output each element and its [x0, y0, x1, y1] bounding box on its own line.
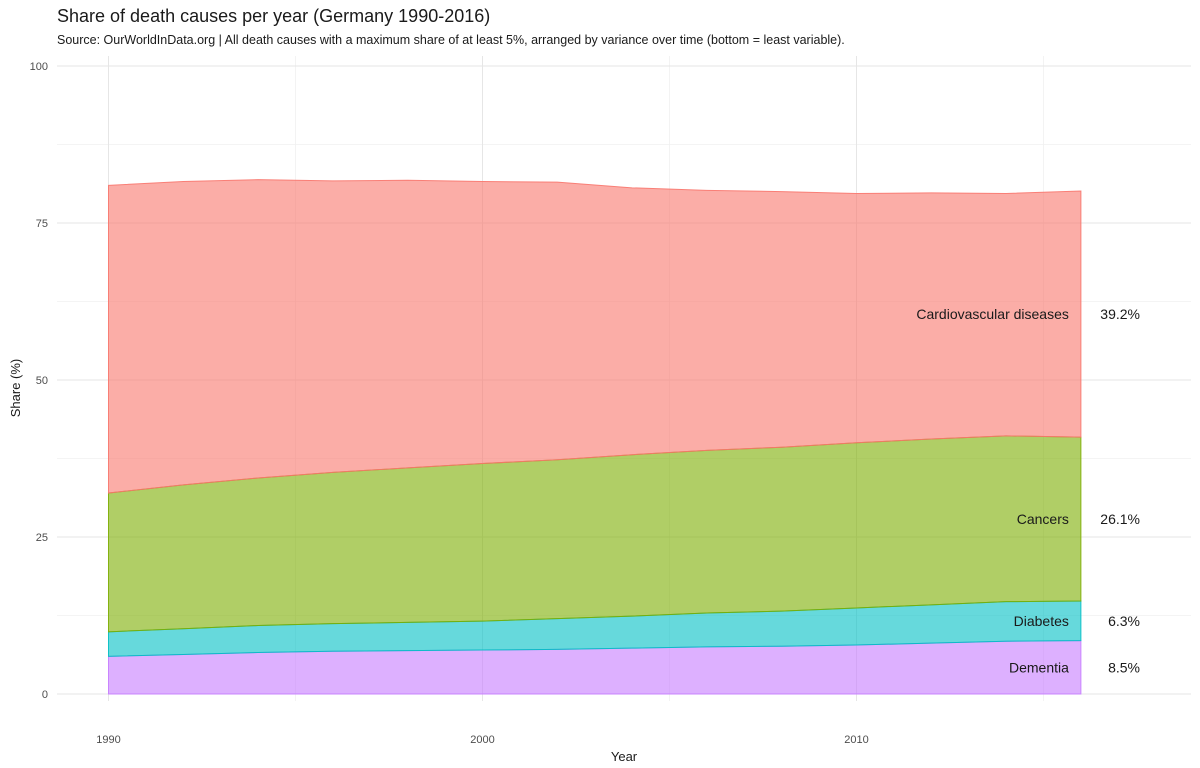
x-tick-label: 2010: [844, 734, 868, 746]
y-tick-label: 75: [36, 218, 48, 230]
series-value-cancers: 26.1%: [1100, 511, 1140, 527]
series-value-diabetes: 6.3%: [1108, 613, 1140, 629]
area-series: [108, 179, 1082, 695]
x-axis-title: Year: [611, 749, 638, 764]
y-tick-label: 50: [36, 375, 48, 387]
area-cardiovascular-diseases: [108, 179, 1082, 494]
series-label-cancers: Cancers: [1017, 511, 1069, 527]
x-axis-ticks: 1990 2000 2010: [96, 734, 868, 746]
series-label-diabetes: Diabetes: [1014, 613, 1069, 629]
y-axis-title: Share (%): [8, 359, 23, 418]
x-tick-label: 2000: [470, 734, 494, 746]
series-value-cardiovascular-diseases: 39.2%: [1100, 306, 1140, 322]
series-label-dementia: Dementia: [1009, 659, 1069, 675]
series-value-dementia: 8.5%: [1108, 659, 1140, 675]
series-labels: Dementia 8.5% Diabetes 6.3% Cancers 26.1% Card…: [916, 306, 1140, 675]
chart-title: Share of death causes per year (Germany …: [57, 6, 491, 26]
y-tick-label: 25: [36, 532, 48, 544]
series-label-cardiovascular-diseases: Cardiovascular diseases: [916, 306, 1069, 322]
y-tick-label: 0: [42, 689, 48, 701]
x-tick-label: 1990: [96, 734, 120, 746]
y-axis-ticks: 0 25 50 75 100: [30, 61, 48, 701]
y-tick-label: 100: [30, 61, 48, 73]
chart-subtitle: Source: OurWorldInData.org | All death c…: [57, 33, 845, 47]
